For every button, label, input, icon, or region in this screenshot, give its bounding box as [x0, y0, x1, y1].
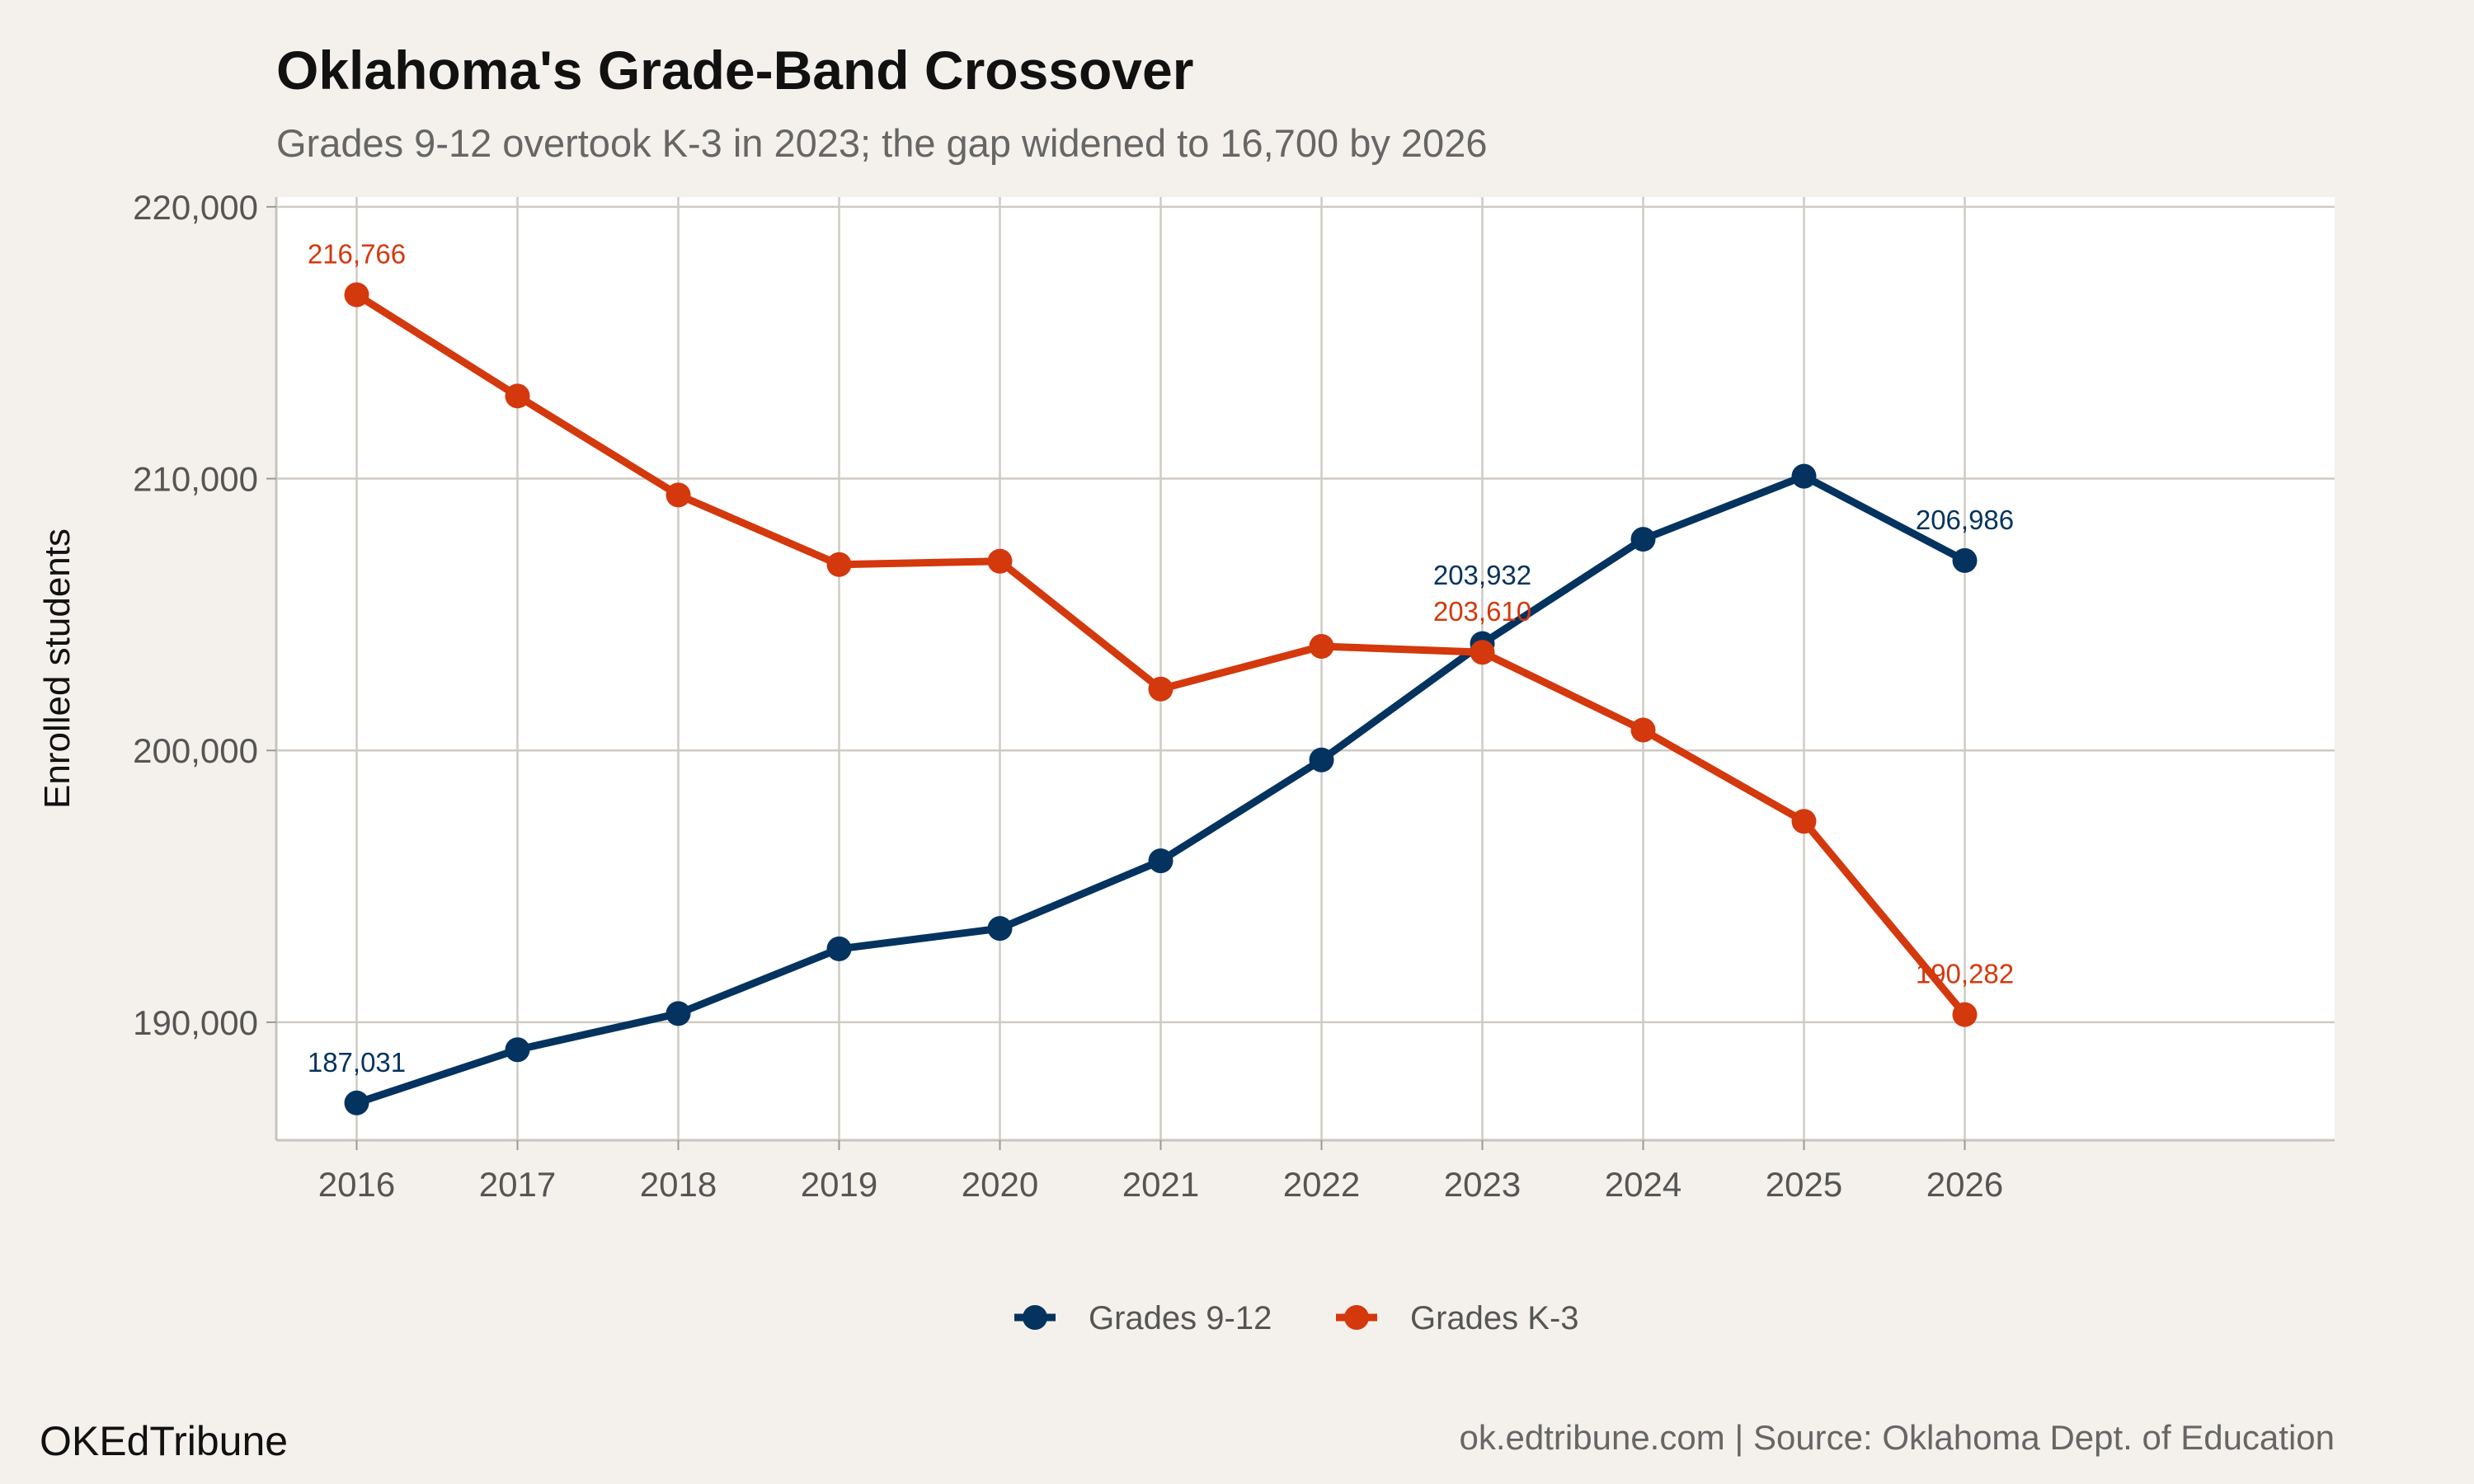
x-tick-label: 2016: [318, 1165, 395, 1204]
y-tick-label: 220,000: [133, 188, 258, 227]
data-point: [1791, 463, 1817, 489]
legend-swatch-point: [1344, 1305, 1369, 1330]
data-label: 216,766: [308, 238, 406, 269]
data-point: [505, 383, 530, 409]
data-point: [1148, 848, 1174, 874]
data-point: [1952, 1002, 1978, 1027]
chart-subtitle: Grades 9-12 overtook K-3 in 2023; the ga…: [276, 121, 1487, 165]
data-label: 187,031: [308, 1047, 406, 1078]
legend-item: Grades K-3: [1336, 1300, 1579, 1336]
series-grades-k-3: [344, 282, 1978, 1027]
y-tick-label: 210,000: [133, 460, 258, 499]
plot-panel: [276, 197, 2335, 1140]
data-point: [987, 548, 1013, 574]
data-labels: 187,031 190,282 203,610 203,932 206,986 216,7…: [308, 238, 2014, 1077]
data-point: [1952, 547, 1978, 573]
chart-title: Oklahoma's Grade-Band Crossover: [276, 40, 1193, 101]
y-tick-label: 200,000: [133, 731, 258, 770]
data-point: [666, 482, 691, 508]
data-label: 203,932: [1433, 560, 1531, 590]
x-tick-label: 2024: [1605, 1165, 1681, 1204]
data-point: [1630, 717, 1656, 743]
y-tick-label: 190,000: [133, 1003, 258, 1042]
series: 187,031 190,282 203,610 203,932 206,986 216,7…: [308, 238, 2014, 1115]
data-label: 206,986: [1916, 505, 2014, 535]
data-point: [666, 1001, 691, 1026]
legend-item: Grades 9-12: [1014, 1300, 1272, 1336]
x-tick-label: 2025: [1766, 1165, 1842, 1204]
data-point: [1630, 527, 1656, 552]
data-point: [1791, 809, 1817, 834]
data-point: [344, 282, 369, 308]
data-label: 190,282: [1916, 959, 2014, 989]
data-point: [1148, 676, 1174, 702]
x-tick-label: 2017: [479, 1165, 556, 1204]
x-tick-label: 2023: [1444, 1165, 1521, 1204]
y-axis-label: Enrolled students: [37, 528, 78, 809]
data-point: [826, 552, 852, 577]
x-tick-label: 2026: [1926, 1165, 2003, 1204]
grid: [276, 197, 2335, 1140]
legend-label: Grades K-3: [1410, 1300, 1579, 1336]
data-point: [1309, 633, 1334, 659]
x-tick-label: 2022: [1283, 1165, 1360, 1204]
legend-label: Grades 9-12: [1089, 1300, 1272, 1336]
x-tick-label: 2019: [801, 1165, 877, 1204]
data-point: [505, 1037, 530, 1063]
data-point: [344, 1090, 369, 1115]
data-point: [987, 916, 1013, 942]
x-ticks: 2016 2017 2018 2019 2020 2021 2022 2023 2024 2025…: [318, 1140, 2003, 1204]
y-ticks: 190,000 200,000 210,000 220,000: [133, 188, 276, 1042]
x-tick-label: 2021: [1122, 1165, 1199, 1204]
data-point: [1470, 640, 1495, 665]
legend-swatch-point: [1023, 1305, 1047, 1330]
data-point: [826, 936, 852, 961]
data-point: [1309, 747, 1334, 773]
footer-brand: OKEdTribune: [40, 1418, 288, 1464]
legend: Grades 9-12 Grades K-3: [1014, 1300, 1579, 1336]
data-label: 203,610: [1433, 596, 1531, 627]
x-tick-label: 2020: [962, 1165, 1038, 1204]
x-tick-label: 2018: [640, 1165, 717, 1204]
footer-source: ok.edtribune.com | Source: Oklahoma Dept…: [1460, 1418, 2335, 1457]
